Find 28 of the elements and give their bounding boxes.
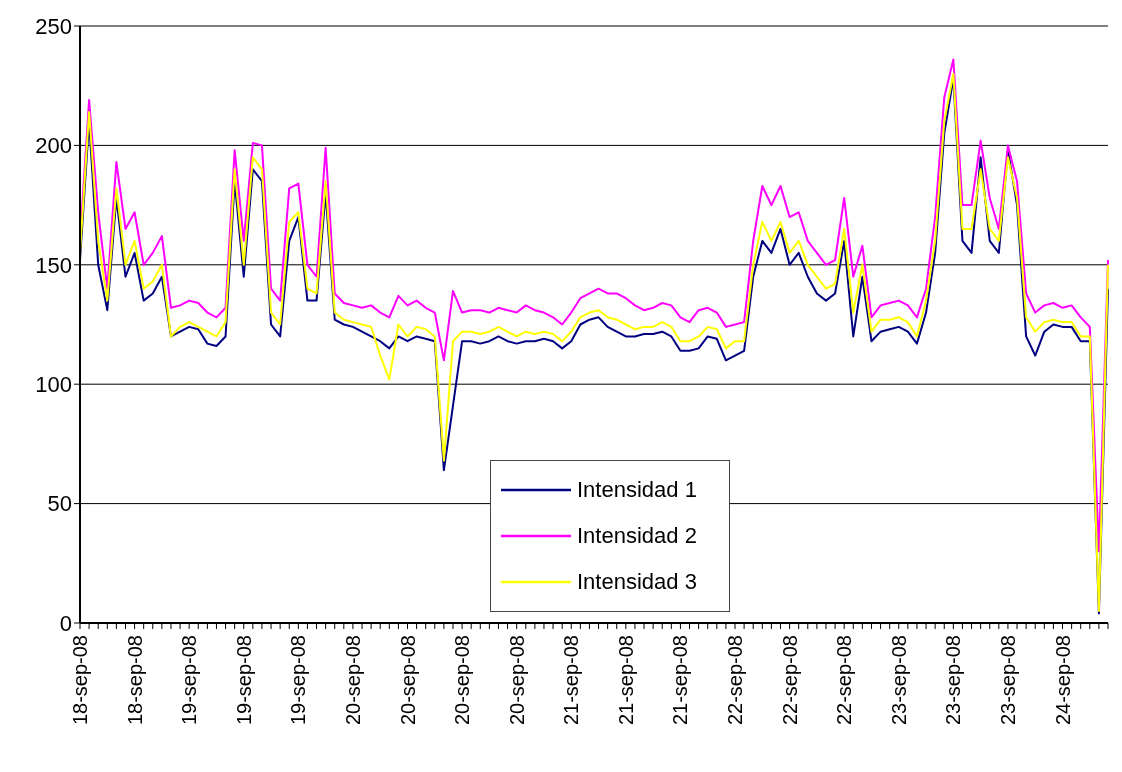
x-tick-label: 21-sep-08 [614, 635, 637, 726]
x-tick-label: 22-sep-08 [724, 635, 747, 726]
x-tick-label: 24-sep-08 [1051, 635, 1074, 726]
x-tick-label: 20-sep-08 [396, 635, 419, 726]
legend-label: Intensidad 3 [577, 569, 697, 595]
x-tick-label: 19-sep-08 [178, 635, 201, 726]
y-tick-label: 100 [35, 372, 72, 398]
x-tick-label: 18-sep-08 [69, 635, 91, 726]
x-tick-label: 22-sep-08 [778, 635, 801, 726]
x-tick-label: 23-sep-08 [996, 635, 1019, 726]
y-tick-label: 50 [47, 491, 72, 517]
y-tick-label: 0 [59, 610, 72, 636]
y-tick-label: 200 [35, 133, 72, 159]
x-tick-label: 21-sep-08 [669, 635, 692, 726]
x-tick-label: 20-sep-08 [505, 635, 528, 726]
x-tick-label: 20-sep-08 [341, 635, 364, 726]
x-tick-label: 23-sep-08 [942, 635, 965, 726]
x-tick-label: 18-sep-08 [123, 635, 146, 726]
y-tick-label: 150 [35, 252, 72, 278]
x-tick-label: 22-sep-08 [833, 635, 856, 726]
legend-label: Intensidad 2 [577, 523, 697, 549]
x-tick-label: 21-sep-08 [560, 635, 583, 726]
y-tick-label: 250 [35, 13, 72, 39]
x-tick-label: 20-sep-08 [451, 635, 474, 726]
x-tick-label: 19-sep-08 [287, 635, 310, 726]
x-tick-label: 19-sep-08 [232, 635, 255, 726]
x-tick-label: 23-sep-08 [887, 635, 910, 726]
legend-label: Intensidad 1 [577, 477, 697, 503]
